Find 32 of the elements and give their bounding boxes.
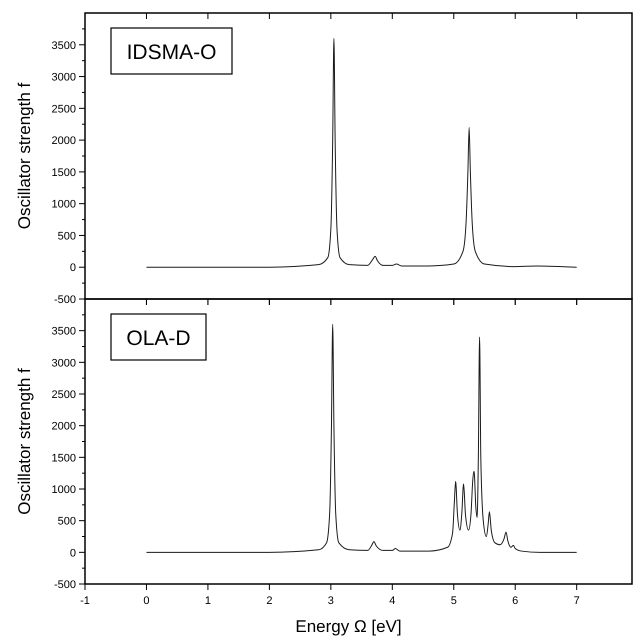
y-tick-label: 1500 xyxy=(52,166,76,179)
y-tick-label: -500 xyxy=(54,294,76,306)
y-tick-label: 2500 xyxy=(52,389,76,401)
y-tick-label: 3500 xyxy=(52,326,76,338)
y-tick-label: 500 xyxy=(58,230,76,242)
y-tick-label: 0 xyxy=(70,262,76,274)
y-tick-label: 500 xyxy=(58,516,76,528)
x-tick-label: -1 xyxy=(80,595,90,607)
y-tick-label: 1000 xyxy=(52,198,76,211)
x-tick-label: 4 xyxy=(389,595,396,607)
x-tick-label: 6 xyxy=(512,595,518,607)
y-axis-title: Oscillator strength f xyxy=(15,82,34,230)
x-tick-label: 5 xyxy=(450,595,457,607)
x-tick-label: 7 xyxy=(574,595,580,607)
y-tick-label: 1500 xyxy=(52,452,76,464)
y-tick-label: 2000 xyxy=(52,420,76,433)
x-axis-title: Energy Ω [eV] xyxy=(295,617,402,636)
y-tick-label: 0 xyxy=(70,547,76,560)
y-tick-label: 2500 xyxy=(52,103,76,116)
annotation: OLA-D xyxy=(126,327,191,350)
y-tick-label: 3000 xyxy=(52,72,76,84)
y-axis-title: Oscillator strength f xyxy=(15,368,34,515)
x-tick-label: 1 xyxy=(204,595,211,607)
y-tick-label: -500 xyxy=(54,579,76,591)
y-tick-label: 3500 xyxy=(52,40,76,52)
annotation: IDSMA-O xyxy=(126,41,216,64)
x-tick-label: 0 xyxy=(143,595,150,607)
x-tick-label: 2 xyxy=(266,595,272,607)
y-tick-label: 2000 xyxy=(52,135,76,148)
x-tick-label: 3 xyxy=(328,595,334,607)
y-tick-label: 3000 xyxy=(52,357,76,370)
y-tick-label: 1000 xyxy=(52,484,76,496)
